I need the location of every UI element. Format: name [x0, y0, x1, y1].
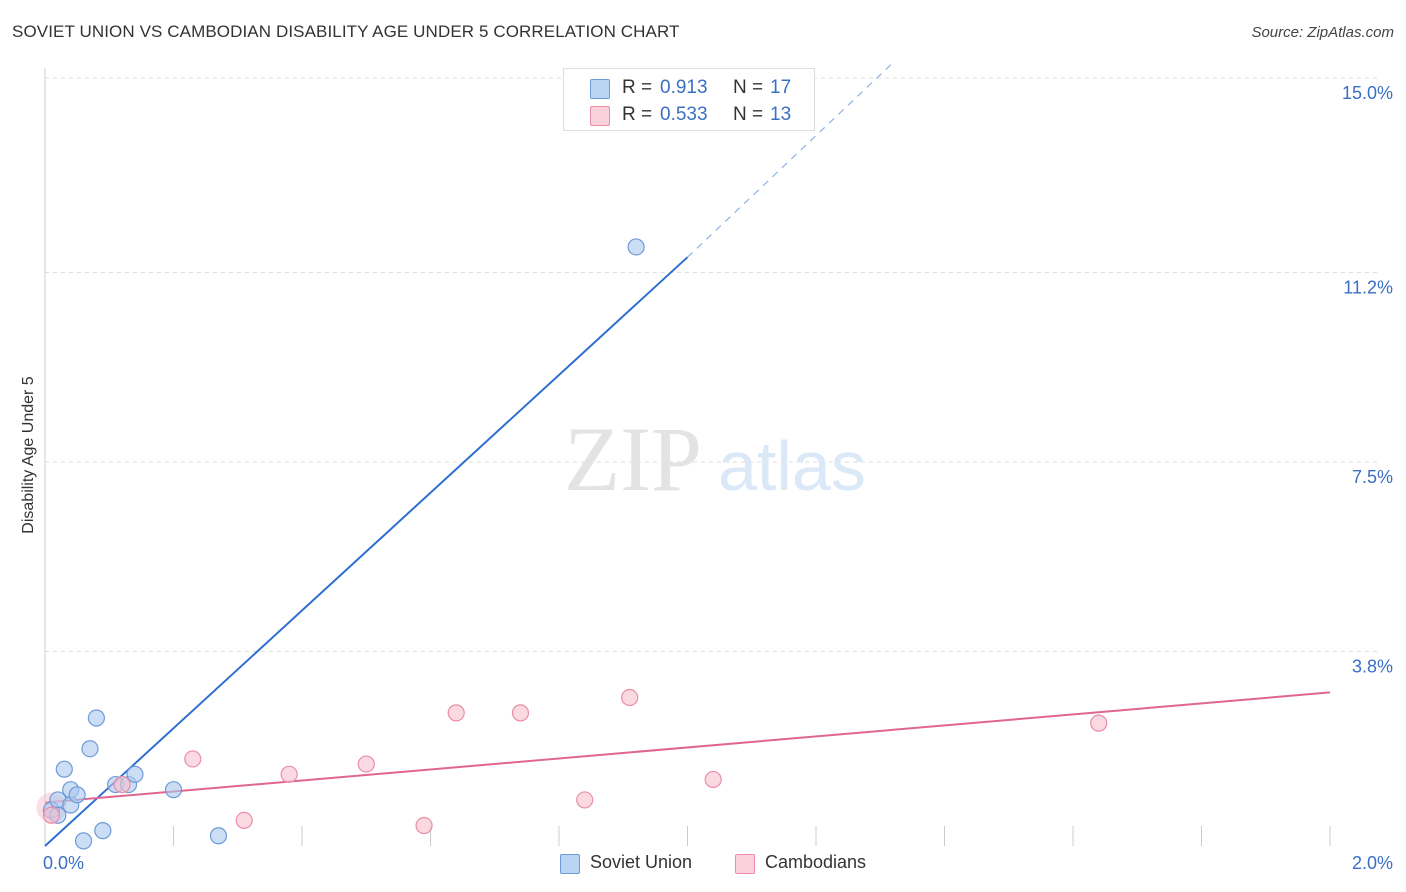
legend-n-label: N =: [733, 104, 764, 125]
legend-r-label: R =: [622, 104, 653, 125]
data-points: [36, 238, 1108, 850]
point-soviet-union: [94, 822, 112, 840]
point-cambodians: [704, 770, 722, 789]
watermark-zip: ZIP: [564, 408, 702, 510]
point-cambodians: [357, 755, 375, 773]
y-tick-label: 7.5%: [1352, 467, 1393, 487]
trend-lines: [44, 62, 1331, 847]
legend-label: Soviet Union: [590, 852, 693, 872]
point-cambodians: [1090, 714, 1108, 732]
legend-swatch-pink: [590, 106, 610, 126]
y-tick-label: 3.8%: [1352, 656, 1393, 676]
legend-swatch-pink: [735, 854, 755, 874]
trendline-soviet-union-extension: [687, 62, 894, 258]
watermark: ZIP atlas: [564, 408, 866, 510]
legend-swatch-blue: [560, 854, 580, 874]
point-soviet-union: [87, 709, 106, 727]
point-cambodians: [621, 688, 639, 707]
point-cambodians: [235, 811, 253, 830]
point-soviet-union: [81, 740, 99, 758]
point-soviet-union: [55, 760, 73, 778]
point-cambodians: [113, 775, 131, 794]
x-tick-label: 0.0%: [43, 853, 84, 873]
legend-swatch-blue: [590, 79, 610, 99]
trendline-cambodians: [44, 691, 1331, 804]
point-cambodians: [42, 806, 61, 824]
point-cambodians: [184, 750, 202, 768]
point-soviet-union: [68, 786, 86, 804]
axes: 0.0% 2.0%: [43, 68, 1393, 873]
point-soviet-union: [126, 765, 144, 783]
y-tick-label: 15.0%: [1342, 83, 1393, 103]
point-cambodians: [576, 791, 594, 809]
trendline-soviet-union: [44, 256, 689, 847]
legend-r-label: R =: [622, 77, 653, 98]
chart-title: SOVIET UNION VS CAMBODIAN DISABILITY AGE…: [12, 22, 680, 41]
point-cambodians: [415, 816, 433, 835]
legend-n-label: N =: [733, 77, 764, 98]
legend-n-value: 13: [770, 104, 792, 125]
grid: 3.8% 7.5% 11.2% 15.0%: [45, 77, 1393, 676]
point-cambodians: [511, 704, 530, 722]
y-tick-label: 11.2%: [1343, 278, 1393, 298]
x-tick-label: 2.0%: [1352, 853, 1393, 873]
point-soviet-union: [209, 827, 228, 845]
legend-n-value: 17: [770, 77, 792, 98]
point-cambodians: [447, 704, 465, 722]
source-label: Source: ZipAtlas.com: [1251, 24, 1394, 41]
point-cambodians: [280, 765, 298, 783]
point-soviet-union: [74, 832, 93, 850]
legend-r-value: 0.533: [660, 104, 708, 125]
legend-r-value: 0.913: [660, 77, 708, 98]
point-soviet-union: [627, 238, 645, 256]
point-soviet-union: [164, 781, 183, 799]
legend-label: Cambodians: [765, 852, 867, 872]
correlation-legend: R = 0.913 N = 17 R = 0.533 N = 13: [563, 68, 815, 131]
watermark-atlas: atlas: [718, 427, 866, 505]
